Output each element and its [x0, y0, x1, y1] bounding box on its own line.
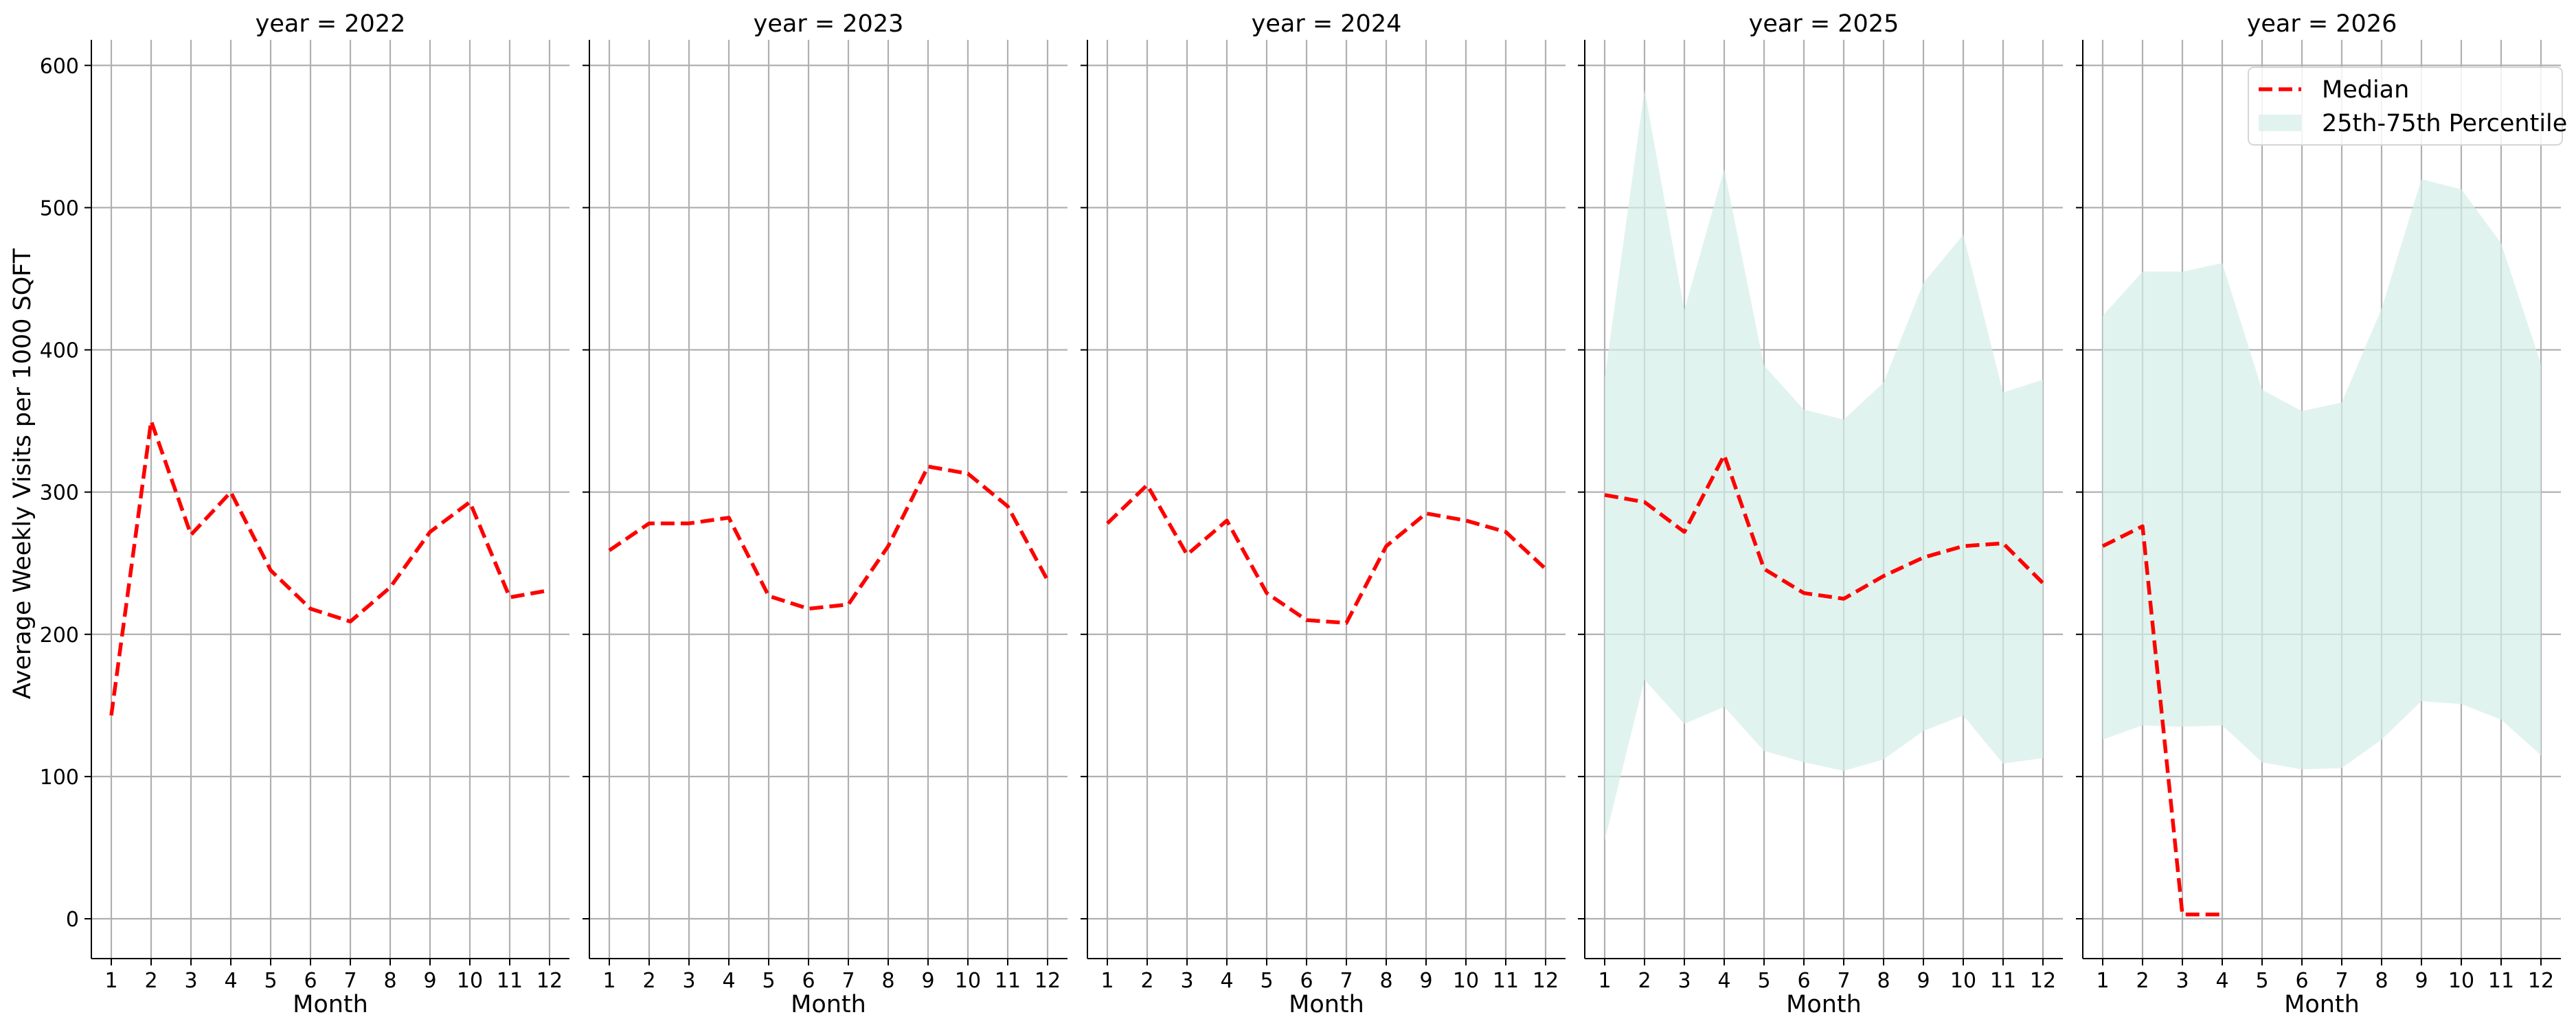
x-tick-label: 8: [1877, 969, 1890, 993]
x-tick-label: 6: [1797, 969, 1810, 993]
x-tick-label: 7: [343, 969, 357, 993]
x-axis-title: Month: [1786, 991, 1862, 1018]
x-tick-label: 7: [1340, 969, 1353, 993]
x-tick-label: 12: [1533, 969, 1559, 993]
y-tick-label: 600: [40, 54, 79, 78]
y-axis-label-layer: Average Weekly Visits per 1000 SQFT: [9, 248, 36, 699]
y-tick-label: 0: [66, 908, 79, 932]
x-tick-label: 3: [1677, 969, 1691, 993]
x-tick-label: 4: [2215, 969, 2228, 993]
x-tick-label: 1: [1598, 969, 1611, 993]
x-tick-label: 10: [1453, 969, 1479, 993]
legend-band-swatch: [2259, 115, 2301, 131]
legend-median-label: Median: [2322, 76, 2409, 104]
x-tick-label: 8: [383, 969, 396, 993]
x-tick-label: 4: [224, 969, 237, 993]
median-line: [2101, 524, 2222, 917]
x-axis-title: Month: [293, 991, 368, 1018]
x-tick-label: 1: [2096, 969, 2109, 993]
panel-title: year = 2026: [2247, 10, 2397, 38]
x-tick-label: 5: [1757, 969, 1770, 993]
x-axis-title: Month: [1289, 991, 1364, 1018]
x-tick-label: 1: [104, 969, 117, 993]
x-tick-label: 2: [1140, 969, 1153, 993]
x-tick-label: 8: [1379, 969, 1392, 993]
x-tick-label: 4: [1220, 969, 1233, 993]
x-tick-label: 1: [602, 969, 615, 993]
median-line: [1106, 483, 1547, 625]
x-tick-label: 6: [2295, 969, 2308, 993]
x-tick-label: 10: [955, 969, 981, 993]
x-tick-label: 12: [2030, 969, 2056, 993]
legend-band-label: 25th-75th Percentile: [2322, 110, 2567, 137]
x-tick-label: 12: [1035, 969, 1061, 993]
x-tick-label: 9: [2415, 969, 2428, 993]
y-tick-label: 400: [40, 339, 79, 363]
panel-title: year = 2025: [1749, 10, 1899, 38]
x-tick-label: 2: [642, 969, 655, 993]
x-tick-label: 10: [2448, 969, 2474, 993]
panel-title: year = 2023: [754, 10, 904, 38]
legend-frame: [2248, 67, 2563, 146]
x-tick-label: 6: [304, 969, 317, 993]
x-tick-label: 8: [2375, 969, 2388, 993]
x-tick-label: 1: [1100, 969, 1114, 993]
median-line: [109, 419, 550, 716]
median-line: [608, 464, 1050, 611]
x-tick-label: 9: [921, 969, 934, 993]
x-tick-label: 5: [762, 969, 775, 993]
x-tick-label: 11: [2488, 969, 2514, 993]
y-axis-title: Average Weekly Visits per 1000 SQFT: [9, 248, 36, 699]
x-tick-label: 11: [1493, 969, 1519, 993]
percentile-band: [2103, 179, 2541, 770]
x-axis-title: Month: [791, 991, 866, 1018]
x-tick-label: 7: [841, 969, 855, 993]
y-tick-label: 300: [40, 481, 79, 505]
x-tick-label: 9: [1917, 969, 1930, 993]
x-tick-label: 9: [423, 969, 436, 993]
y-tick-label: 500: [40, 196, 79, 220]
x-tick-label: 11: [995, 969, 1021, 993]
x-axis-title: Month: [2284, 991, 2360, 1018]
x-tick-label: 2: [1638, 969, 1651, 993]
x-tick-label: 2: [2136, 969, 2149, 993]
percentile-band: [1605, 89, 2043, 841]
x-tick-label: 10: [457, 969, 483, 993]
x-tick-label: 11: [497, 969, 523, 993]
x-tick-label: 12: [2528, 969, 2554, 993]
x-tick-label: 12: [536, 969, 563, 993]
x-tick-label: 6: [802, 969, 815, 993]
x-tick-label: 5: [2255, 969, 2268, 993]
x-tick-label: 2: [144, 969, 157, 993]
x-tick-label: 11: [1990, 969, 2016, 993]
panel-title: year = 2022: [256, 10, 406, 38]
median-line: [1604, 453, 2044, 601]
x-tick-label: 9: [1419, 969, 1432, 993]
x-tick-label: 3: [184, 969, 197, 993]
x-tick-label: 3: [1180, 969, 1193, 993]
x-tick-label: 4: [722, 969, 735, 993]
x-tick-label: 6: [1300, 969, 1313, 993]
x-tick-label: 3: [2176, 969, 2189, 993]
x-tick-label: 5: [1260, 969, 1273, 993]
x-tick-label: 3: [682, 969, 695, 993]
y-tick-label: 200: [40, 623, 79, 648]
x-tick-label: 5: [264, 969, 277, 993]
x-tick-label: 10: [1950, 969, 1976, 993]
x-tick-label: 7: [2335, 969, 2348, 993]
legend: Median 25th-75th Percentile: [2248, 67, 2567, 146]
y-tick-label: 100: [40, 766, 79, 790]
x-tick-label: 4: [1717, 969, 1730, 993]
x-tick-label: 8: [881, 969, 894, 993]
x-tick-label: 7: [1837, 969, 1850, 993]
panel-title: year = 2024: [1252, 10, 1402, 38]
